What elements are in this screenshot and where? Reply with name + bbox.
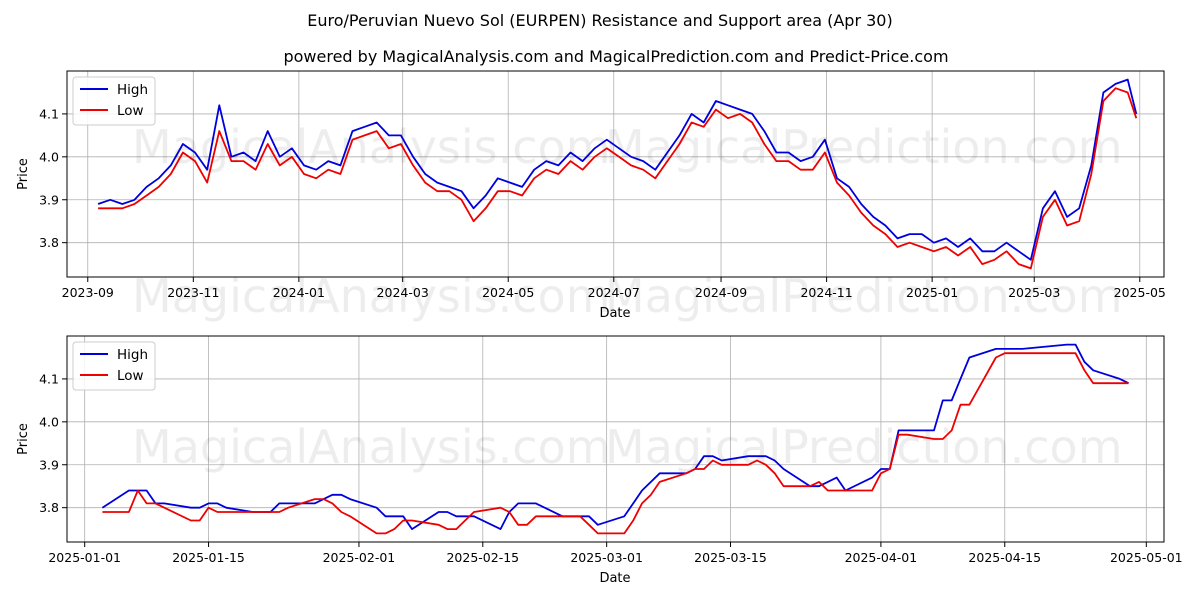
bottom-legend-high-label: High xyxy=(117,347,148,363)
x-tick-label: 2023-11 xyxy=(167,285,219,300)
bottom-chart-legend: High Low xyxy=(72,341,156,391)
y-tick-label: 3.8 xyxy=(39,235,59,250)
top-chart-ylabel: Price xyxy=(16,158,31,190)
top-legend-high-label: High xyxy=(117,82,148,98)
x-tick-label: 2025-04-15 xyxy=(968,550,1041,565)
x-tick-label: 2025-03 xyxy=(1008,285,1060,300)
x-tick-label: 2025-01 xyxy=(906,285,958,300)
top-watermark-left-2: MagicalAnalysis.com xyxy=(132,269,611,323)
bottom-chart-ticks: 2025-01-01 2025-01-15 2025-02-01 2025-02-15… xyxy=(39,371,1183,565)
top-chart-series xyxy=(97,78,1138,270)
x-tick-label: 2025-03-15 xyxy=(694,550,767,565)
y-tick-label: 3.9 xyxy=(39,457,59,472)
x-tick-label: 2025-01-01 xyxy=(48,550,121,565)
top-chart-legend: High Low xyxy=(72,76,156,126)
chart-title: Euro/Peruvian Nuevo Sol (EURPEN) Resista… xyxy=(307,11,892,30)
bottom-chart-series xyxy=(101,343,1129,535)
bottom-chart-ylabel: Price xyxy=(16,423,31,455)
x-tick-label: 2024-07 xyxy=(588,285,640,300)
top-legend-low-label: Low xyxy=(117,103,144,119)
x-tick-label: 2025-02-15 xyxy=(446,550,519,565)
bottom-chart-xlabel: Date xyxy=(599,571,630,586)
x-tick-label: 2025-05 xyxy=(1114,285,1166,300)
x-tick-label: 2024-03 xyxy=(377,285,429,300)
y-tick-label: 4.1 xyxy=(39,371,59,386)
y-tick-label: 3.8 xyxy=(39,500,59,515)
bottom-watermark-left: MagicalAnalysis.com xyxy=(132,420,611,474)
y-tick-label: 3.9 xyxy=(39,192,59,207)
y-tick-label: 4.1 xyxy=(39,106,59,121)
top-watermark-right: MagicalPrediction.com xyxy=(605,120,1123,174)
x-tick-label: 2025-05-01 xyxy=(1110,550,1183,565)
bottom-chart-panel: MagicalAnalysis.com MagicalPrediction.co… xyxy=(16,335,1183,586)
series-line-low xyxy=(98,87,1138,270)
bottom-chart-frame xyxy=(66,335,1165,543)
x-tick-label: 2023-09 xyxy=(62,285,114,300)
x-tick-label: 2025-01-15 xyxy=(172,550,245,565)
x-tick-label: 2025-02-01 xyxy=(323,550,396,565)
bottom-chart-grid xyxy=(67,336,1164,542)
y-tick-label: 4.0 xyxy=(39,149,59,164)
bottom-watermark-right: MagicalPrediction.com xyxy=(605,420,1123,474)
top-chart-ticks: 2023-09 2023-11 2024-01 2024-03 2024-05 2024-… xyxy=(39,106,1166,300)
top-chart-grid xyxy=(67,71,1164,277)
x-tick-label: 2025-04-01 xyxy=(845,550,918,565)
top-chart-frame xyxy=(66,70,1165,278)
x-tick-label: 2025-03-01 xyxy=(570,550,643,565)
x-tick-label: 2024-11 xyxy=(800,285,852,300)
series-line-high xyxy=(101,343,1129,530)
top-chart-xlabel: Date xyxy=(599,306,630,321)
x-tick-label: 2024-01 xyxy=(273,285,325,300)
top-chart-panel: MagicalAnalysis.com MagicalPrediction.co… xyxy=(16,70,1166,323)
y-tick-label: 4.0 xyxy=(39,414,59,429)
x-tick-label: 2024-09 xyxy=(695,285,747,300)
chart-subtitle: powered by MagicalAnalysis.com and Magic… xyxy=(283,47,948,66)
top-watermark-right-2: MagicalPrediction.com xyxy=(605,269,1123,323)
bottom-legend-low-label: Low xyxy=(117,368,144,384)
series-line-high xyxy=(97,78,1138,261)
series-line-low xyxy=(102,352,1129,535)
x-tick-label: 2024-05 xyxy=(482,285,534,300)
